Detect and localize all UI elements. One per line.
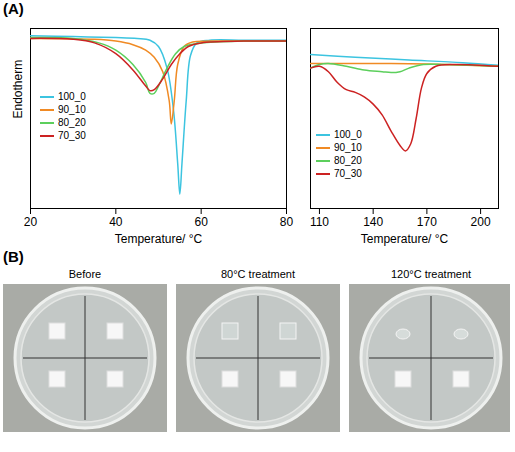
svg-text:80: 80 (280, 215, 294, 229)
html-text:100_0: 100_0 (334, 129, 362, 140)
svg-text:60: 60 (194, 215, 208, 229)
html-text:(B): (B) (3, 248, 24, 265)
svg-text:80°C treatment: 80°C treatment (221, 268, 295, 280)
html-text:90_10: 90_10 (334, 142, 362, 153)
svg-text:40: 40 (109, 215, 123, 229)
svg-text:120°C treatment: 120°C treatment (391, 268, 471, 280)
svg-text:Temperature/ °C: Temperature/ °C (361, 232, 449, 246)
svg-text:140: 140 (363, 215, 383, 229)
svg-text:20: 20 (24, 215, 38, 229)
html-text:70_30: 70_30 (334, 168, 362, 179)
svg-text:170: 170 (417, 215, 437, 229)
html-text:70_30: 70_30 (58, 130, 86, 141)
html-text:80_20: 80_20 (58, 117, 86, 128)
html-text:90_10: 90_10 (58, 104, 86, 115)
svg-text:Before: Before (69, 268, 101, 280)
svg-text:110: 110 (310, 215, 329, 229)
svg-text:Endotherm: Endotherm (11, 60, 25, 119)
html-text:(A): (A) (3, 0, 24, 17)
svg-text:Temperature/ °C: Temperature/ °C (115, 232, 203, 246)
svg-text:200: 200 (471, 215, 491, 229)
html-text:80_20: 80_20 (334, 155, 362, 166)
html-text:100_0: 100_0 (58, 91, 86, 102)
